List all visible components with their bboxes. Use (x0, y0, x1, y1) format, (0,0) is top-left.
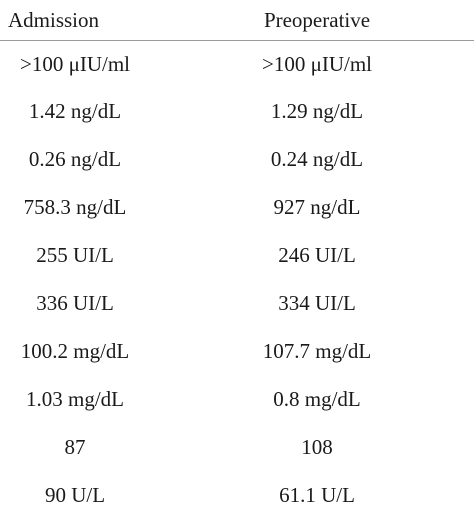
table-row: 87 108 (0, 423, 474, 471)
table-row: 336 UI/L 334 UI/L (0, 279, 474, 327)
table-header-row: Admission Preoperative (0, 0, 474, 41)
cell-preoperative: 61.1 U/L (279, 482, 355, 507)
table-row: 1.03 mg/dL 0.8 mg/dL (0, 375, 474, 423)
lab-values-table-container: Admission Preoperative >100 μIU/ml >100 … (0, 0, 474, 507)
table-row: 100.2 mg/dL 107.7 mg/dL (0, 327, 474, 375)
cell-preoperative: 107.7 mg/dL (262, 338, 372, 363)
cell-admission: 90 U/L (44, 482, 106, 507)
cell-preoperative: 1.29 ng/dL (270, 98, 364, 123)
table-row: 255 UI/L 246 UI/L (0, 231, 474, 279)
header-preoperative: Preoperative (150, 0, 474, 41)
cell-admission: 0.26 ng/dL (28, 146, 122, 171)
cell-preoperative: 334 UI/L (278, 290, 356, 315)
cell-admission: 336 UI/L (36, 290, 114, 315)
cell-preoperative: 0.24 ng/dL (270, 146, 364, 171)
cell-preoperative: 0.8 mg/dL (273, 386, 361, 411)
cell-preoperative: 108 (301, 434, 333, 459)
cell-admission: >100 μIU/ml (19, 51, 130, 76)
cell-preoperative: 927 ng/dL (273, 194, 361, 219)
cell-admission: 87 (64, 434, 86, 459)
table-row: 90 U/L 61.1 U/L (0, 471, 474, 519)
table-row: >100 μIU/ml >100 μIU/ml (0, 41, 474, 88)
table-row: 758.3 ng/dL 927 ng/dL (0, 183, 474, 231)
cell-admission: 255 UI/L (36, 242, 114, 267)
cell-admission: 1.03 mg/dL (26, 386, 124, 411)
cell-admission: 1.42 ng/dL (28, 98, 122, 123)
table-row: 1.42 ng/dL 1.29 ng/dL (0, 87, 474, 135)
cell-admission: 758.3 ng/dL (23, 194, 127, 219)
cell-preoperative: >100 μIU/ml (261, 51, 372, 76)
table-row: 0.26 ng/dL 0.24 ng/dL (0, 135, 474, 183)
cell-admission: 100.2 mg/dL (20, 338, 130, 363)
cell-preoperative: 246 UI/L (278, 242, 356, 267)
header-admission: Admission (0, 0, 150, 41)
